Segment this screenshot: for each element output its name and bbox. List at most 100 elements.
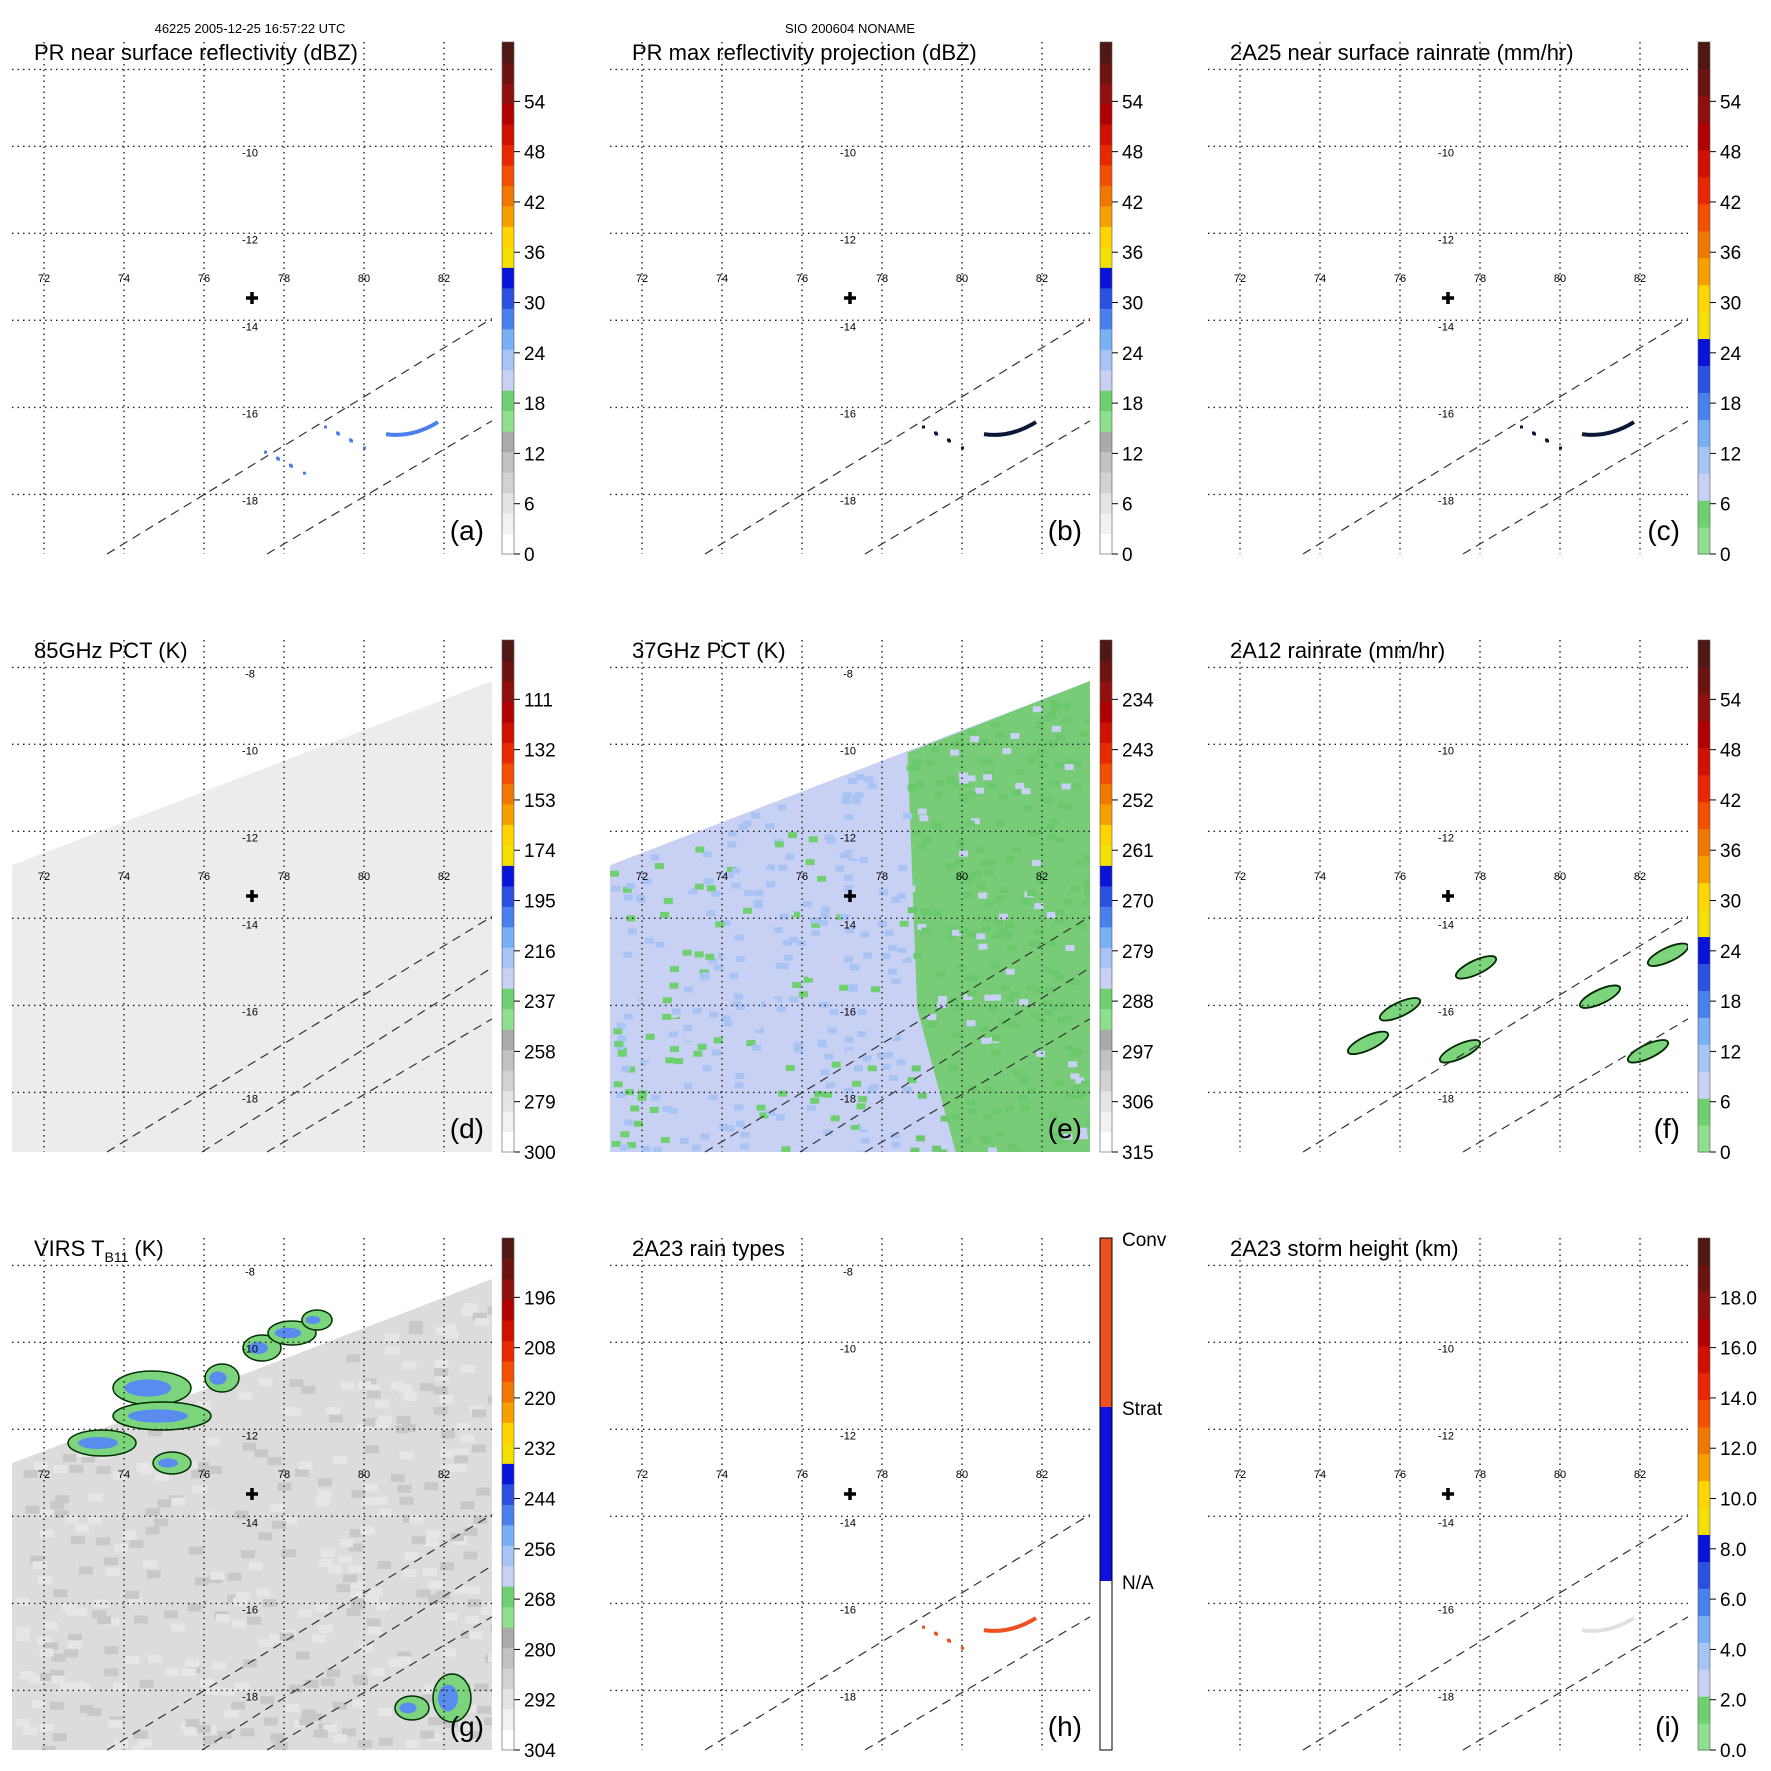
colorbar-tick-label: 18 [1122,394,1143,415]
rain-speck [303,471,306,475]
colorbar-segment [502,369,514,391]
pixel [1005,856,1015,863]
pixel [231,1701,246,1710]
pixel [315,1498,330,1507]
colorbar-segment [1100,431,1112,453]
pixel [668,1031,678,1038]
pixel [754,890,764,897]
pixel [242,1442,257,1451]
pixel [985,869,995,876]
pixel [920,907,930,914]
pixel [862,1055,872,1062]
pixel [426,1530,441,1539]
pixel [1054,1137,1064,1144]
colorbar-segment [1100,42,1112,64]
lon-tick-label: 74 [118,273,130,285]
pixel [817,983,827,990]
pixel [839,984,849,991]
plot-area-i: 72 74 76 78 80 82 -10 -12 -14 -16 -18 [1208,1238,1689,1751]
pixel [1014,1149,1023,1152]
pixel [114,1739,129,1748]
pixel [888,968,897,975]
pixel [985,1085,995,1092]
colorbar-f: 0 6 12 18 24 30 36 42 48 54 [1697,639,1742,1164]
pixel [1010,1022,1020,1029]
pixel [785,853,795,860]
pixel [864,776,874,783]
pixel [1055,908,1065,915]
pixel [706,845,716,852]
pixel [992,994,1002,1001]
pixel [154,1473,169,1482]
colorbar-i: 0.0 2.0 4.0 6.0 8.0 10.0 12.0 14.0 16.0 18.0 [1697,1237,1757,1762]
colorbar-a: 0 6 12 18 24 30 36 42 48 54 [501,41,546,566]
pixel [711,890,721,897]
pixel [1034,928,1044,935]
colorbar-segment [502,1340,514,1362]
pixel [627,1142,636,1149]
colorbar-tick-label: 2.0 [1720,1691,1746,1712]
pixel [402,1361,417,1370]
colorbar-segment [502,410,514,432]
colorbar-segment [1100,906,1112,928]
pixel [824,834,834,841]
pixel [803,901,812,908]
pixel [397,1484,412,1493]
colorbar-segment [1698,828,1710,857]
pixel [434,1368,449,1377]
pixel [991,721,1000,728]
rain-streak [983,420,1038,437]
pixel [857,1031,867,1037]
pixel [795,1103,805,1110]
colorbar-frame [1099,1237,1113,1751]
pixel [240,1550,255,1559]
lon-tick-label: 76 [198,1469,210,1481]
pixel [424,1482,439,1491]
colorbar-segment [1698,1017,1710,1045]
pixel [979,1026,989,1033]
pixel [817,875,827,882]
colorbar-tick-label: 244 [524,1490,556,1511]
pixel [484,1717,492,1726]
colorbar-segment [1100,185,1112,207]
pixel [739,1032,749,1039]
colorbar-segment [1698,338,1710,366]
pixel [829,1008,839,1015]
pixel [610,870,619,877]
colorbar-segment [502,1504,514,1526]
rain-streak [1581,420,1636,437]
colorbar-segment [1100,349,1112,371]
pixel [759,1112,769,1119]
pixel [419,1383,434,1392]
colorbar-segment [1100,82,1112,105]
pixel [1049,739,1059,746]
pixel [878,831,888,838]
pixel [1011,1009,1021,1016]
lon-tick-label: 82 [1634,273,1646,285]
colorbar-segment [1698,1345,1710,1374]
pixel [960,797,970,804]
swath-edge [1302,915,1689,1153]
pixel [1063,899,1073,906]
pixel [217,1730,232,1739]
pixel [463,1303,478,1312]
pixel [702,1065,712,1072]
pixel [1078,1127,1088,1134]
pixel [877,1052,887,1059]
rain-cell [1578,984,1622,1009]
pixel [476,1487,491,1496]
title-subscript: B11 [105,1249,129,1265]
pixel [992,933,1002,940]
pixel [454,1455,469,1464]
pixel [136,1462,151,1471]
panel-letter-f: (f) [1654,1113,1680,1144]
pixel [623,894,633,901]
pixel [365,1445,379,1454]
pixel [899,920,909,927]
pixel [954,1004,964,1011]
pixel [691,1144,701,1151]
pixel [104,1557,118,1566]
lat-tick-label: -14 [1438,1518,1454,1530]
pixel [889,1075,899,1081]
pixel [1018,1095,1028,1102]
